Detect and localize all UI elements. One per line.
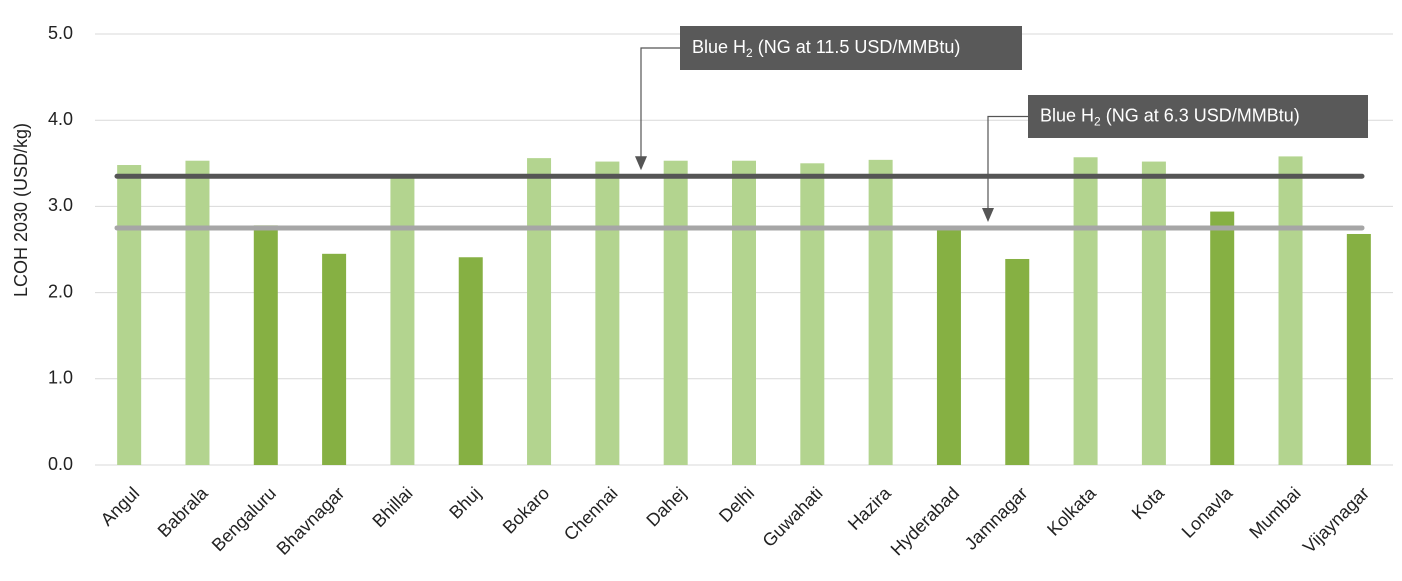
x-tick-label: Bengaluru — [208, 483, 280, 555]
y-tick-label: 5.0 — [48, 23, 73, 43]
x-tick-label: Bhillai — [369, 483, 417, 531]
y-tick-label: 4.0 — [48, 109, 73, 129]
bar — [185, 160, 210, 466]
x-tick-label: Bokaro — [499, 483, 553, 537]
bar — [527, 158, 552, 466]
arrow-head — [635, 156, 647, 171]
bar — [253, 225, 278, 465]
x-tick-label: Hazira — [844, 482, 896, 534]
label-subscript: 2 — [746, 46, 753, 60]
annotation-label: Blue H2 (NG at 11.5 USD/MMBtu) — [692, 37, 960, 60]
annotation-arrow — [987, 115, 1028, 220]
bar — [390, 177, 415, 466]
x-tick-label: Kota — [1128, 482, 1169, 523]
x-tick-label: Kolkata — [1043, 482, 1100, 539]
label-text: (NG at 11.5 USD/MMBtu) — [753, 37, 961, 57]
x-tick-label: Hyderabad — [887, 483, 963, 559]
annotation-box — [1028, 95, 1368, 138]
x-tick-label: Mumbai — [1245, 483, 1304, 542]
bar — [1141, 161, 1166, 466]
bar — [1073, 157, 1098, 466]
bar — [663, 160, 688, 466]
annotation-label: Blue H2 (NG at 6.3 USD/MMBtu) — [1040, 105, 1300, 128]
label-text: Blue H — [1040, 105, 1094, 125]
x-tick-label: Jamnagar — [961, 483, 1032, 554]
y-axis-label: LCOH 2030 (USD/kg) — [11, 123, 31, 297]
bar — [117, 165, 142, 466]
x-tick-label: Angul — [97, 483, 144, 530]
bar — [1005, 258, 1030, 465]
bar — [936, 229, 961, 465]
annotation: Blue H2 (NG at 11.5 USD/MMBtu) — [635, 26, 1022, 171]
bar — [868, 159, 893, 466]
x-tick-label: Bhuj — [445, 483, 485, 523]
label-text: (NG at 6.3 USD/MMBtu) — [1101, 105, 1300, 125]
x-tick-label: Guwahati — [759, 483, 827, 551]
x-tick-label: Babrala — [154, 482, 213, 541]
arrow-head — [982, 207, 994, 222]
y-tick-label: 2.0 — [48, 281, 73, 301]
x-tick-label: Lonavla — [1178, 482, 1237, 541]
label-subscript: 2 — [1094, 115, 1101, 129]
x-tick-label: Dahej — [642, 483, 689, 530]
label-text: Blue H — [692, 37, 746, 57]
x-tick-label: Chennai — [560, 483, 622, 545]
annotation: Blue H2 (NG at 6.3 USD/MMBtu) — [982, 95, 1368, 222]
bar — [732, 160, 756, 466]
x-tick-label: Bhavnagar — [273, 483, 349, 559]
x-tick-label: Vijaynagar — [1299, 483, 1373, 557]
bar — [1210, 211, 1235, 465]
bar — [1278, 156, 1303, 466]
bar — [800, 163, 825, 466]
y-tick-label: 3.0 — [48, 195, 73, 215]
y-tick-label: 1.0 — [48, 368, 73, 388]
bar — [595, 161, 620, 466]
annotation-arrow — [640, 47, 680, 169]
bar — [1346, 233, 1371, 465]
x-tick-label: Delhi — [715, 483, 758, 526]
bar — [458, 257, 483, 465]
bar — [322, 253, 347, 465]
annotation-box — [680, 26, 1022, 70]
y-tick-label: 0.0 — [48, 454, 73, 474]
